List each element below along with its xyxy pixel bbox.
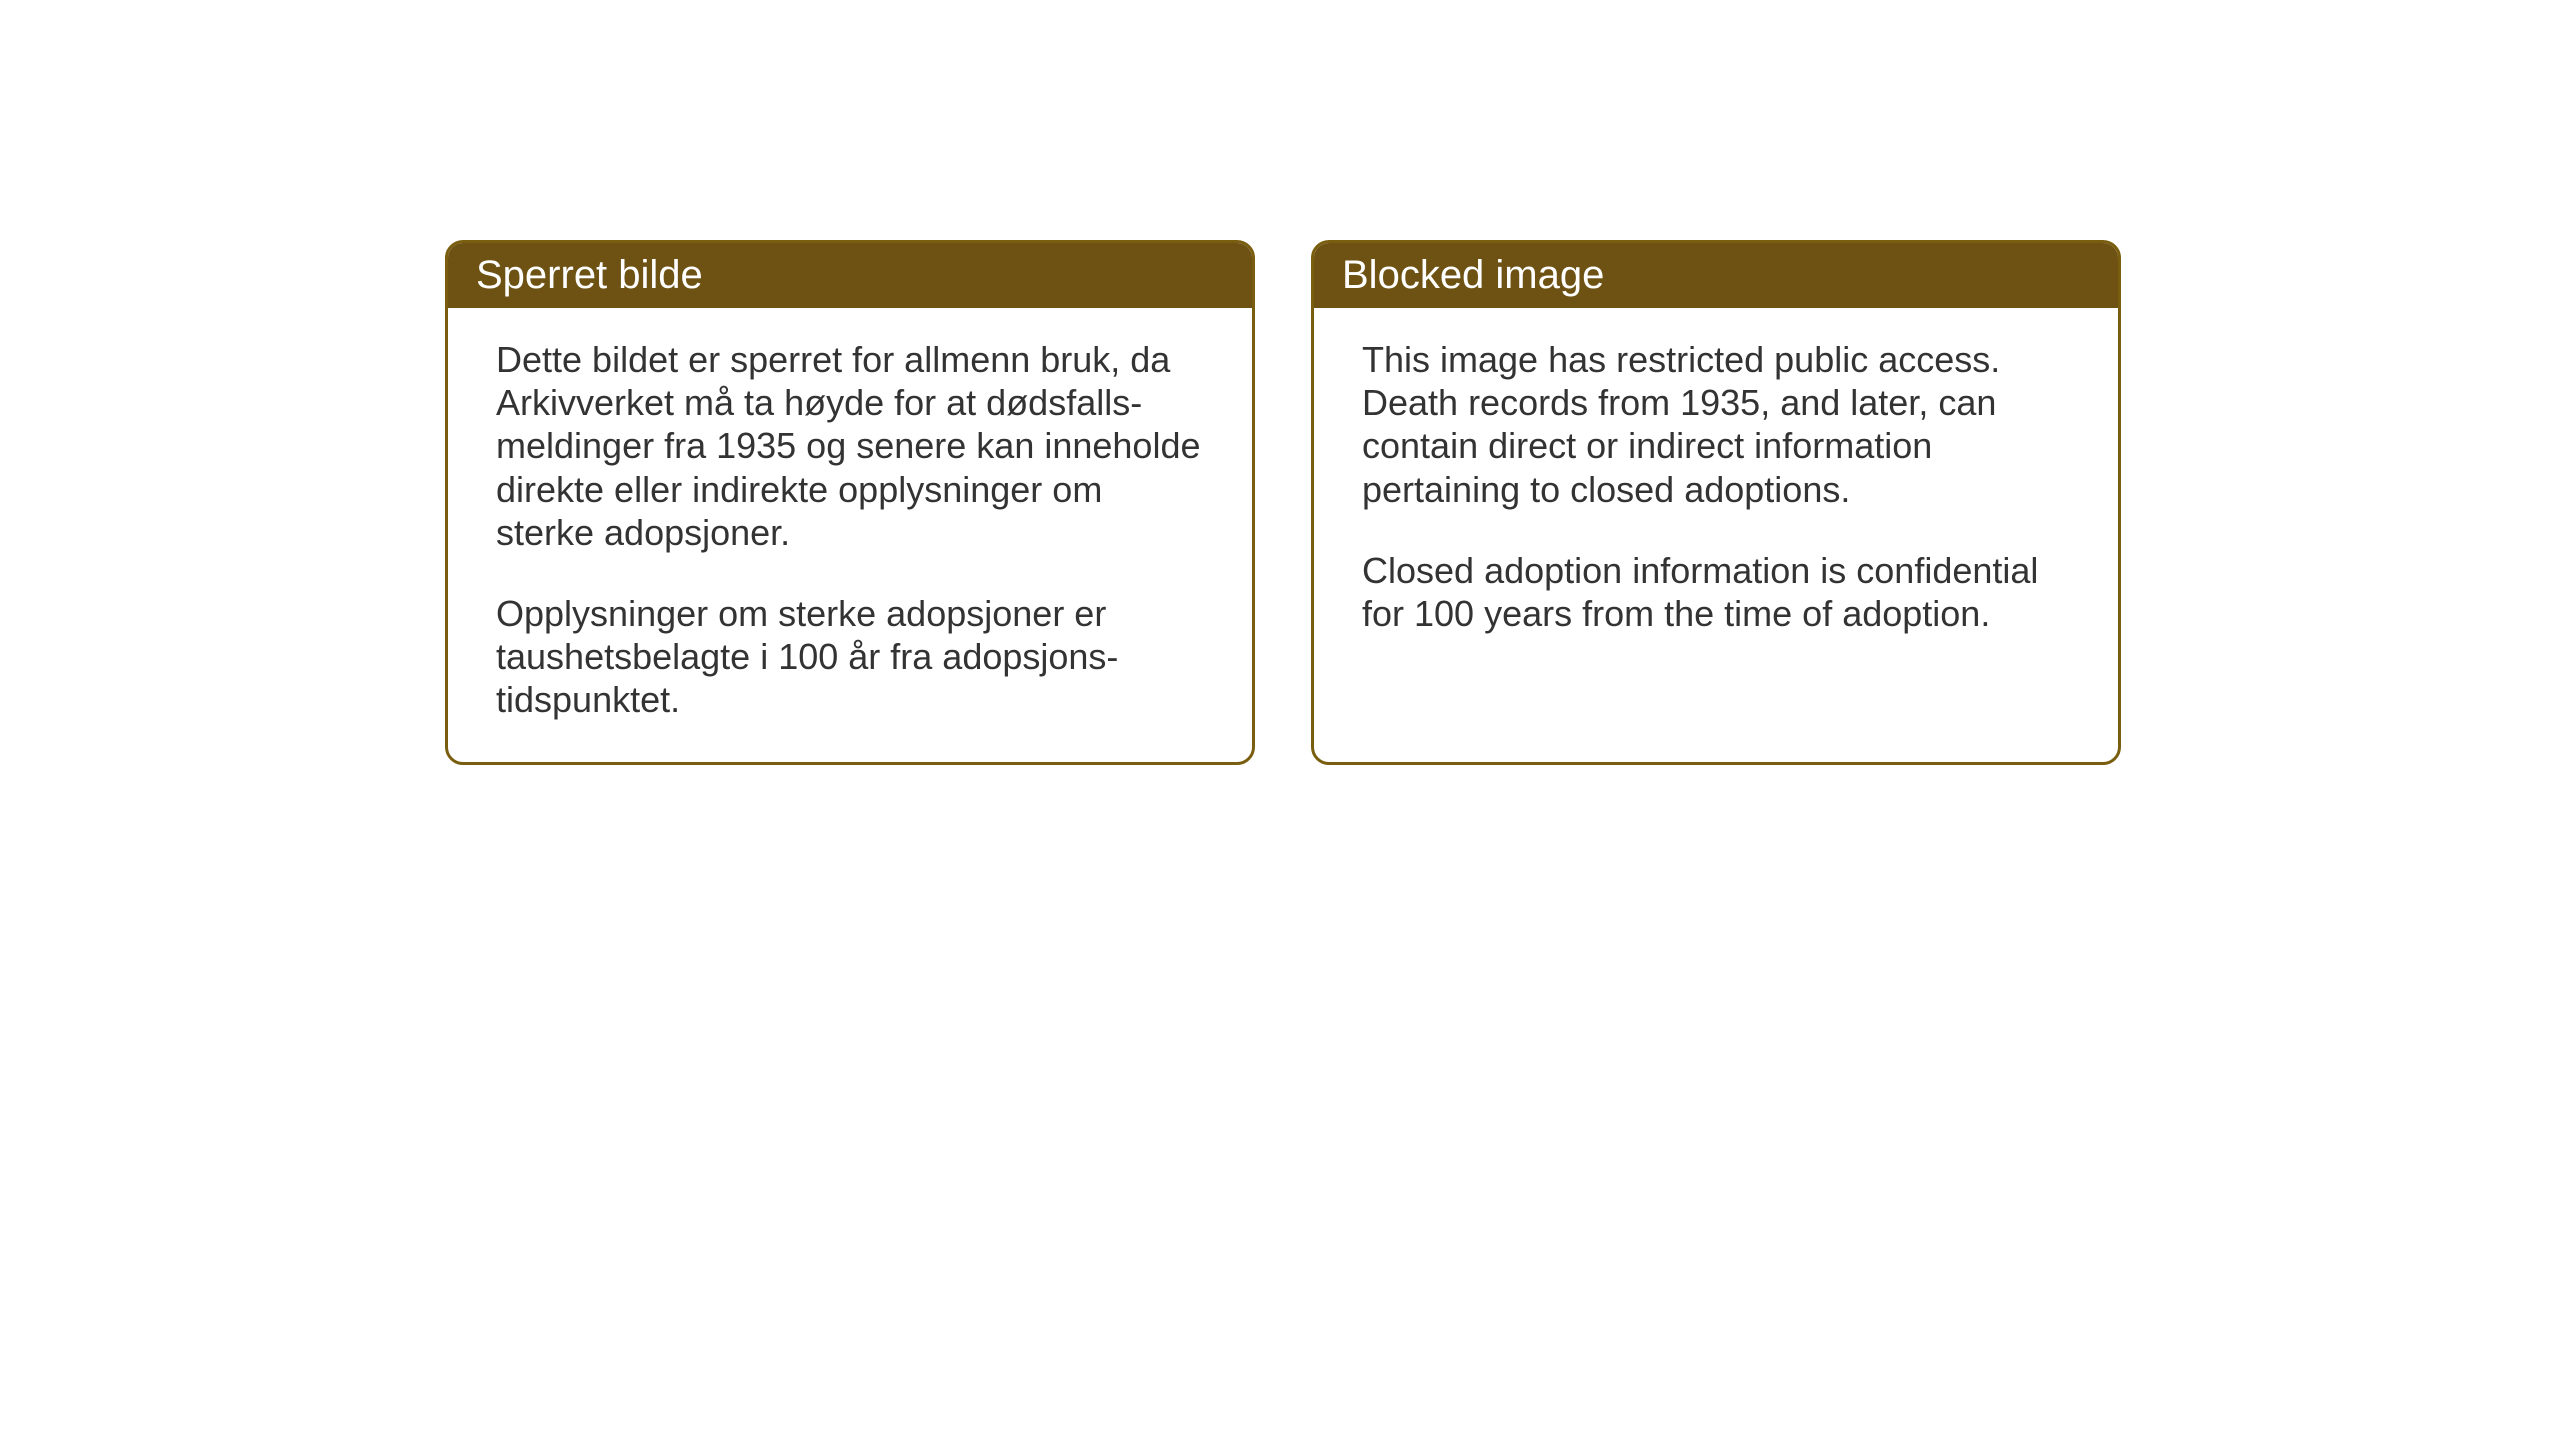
norwegian-paragraph-1: Dette bildet er sperret for allmenn bruk…	[496, 338, 1204, 554]
english-card-title: Blocked image	[1314, 243, 2118, 308]
english-paragraph-1: This image has restricted public access.…	[1362, 338, 2070, 511]
norwegian-card-body: Dette bildet er sperret for allmenn bruk…	[448, 308, 1252, 762]
notice-cards-container: Sperret bilde Dette bildet er sperret fo…	[445, 240, 2121, 765]
norwegian-paragraph-2: Opplysninger om sterke adopsjoner er tau…	[496, 592, 1204, 722]
english-notice-card: Blocked image This image has restricted …	[1311, 240, 2121, 765]
norwegian-card-title: Sperret bilde	[448, 243, 1252, 308]
english-card-body: This image has restricted public access.…	[1314, 308, 2118, 708]
english-paragraph-2: Closed adoption information is confident…	[1362, 549, 2070, 635]
norwegian-notice-card: Sperret bilde Dette bildet er sperret fo…	[445, 240, 1255, 765]
